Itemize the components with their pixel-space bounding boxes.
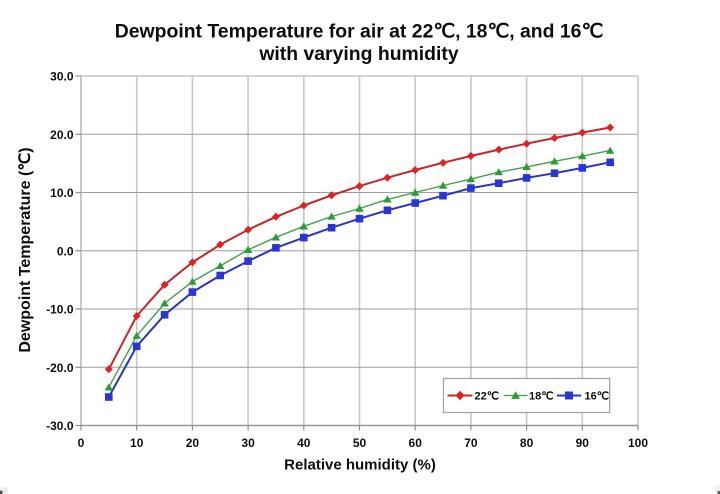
svg-text:20.0: 20.0 [50,128,74,142]
svg-text:70: 70 [464,436,478,450]
svg-text:30: 30 [241,436,255,450]
svg-text:-10.0: -10.0 [46,303,74,317]
svg-text:16℃: 16℃ [585,391,610,403]
svg-text:with varying humidity: with varying humidity [258,43,459,65]
svg-text:30.0: 30.0 [50,70,74,84]
svg-text:80: 80 [520,436,534,450]
svg-text:-30.0: -30.0 [46,419,74,433]
svg-text:40: 40 [297,436,311,450]
svg-text:22℃: 22℃ [475,391,500,403]
svg-text:Relative humidity (%): Relative humidity (%) [284,457,436,474]
svg-text:Dewpoint Temperature (℃): Dewpoint Temperature (℃) [17,147,34,352]
svg-text:18℃: 18℃ [529,391,554,403]
svg-text:60: 60 [409,436,423,450]
svg-text:0: 0 [78,436,85,450]
svg-text:Dewpoint Temperature for air a: Dewpoint Temperature for air at 22℃, 18℃… [115,21,603,43]
svg-text:100: 100 [628,436,648,450]
svg-text:0.0: 0.0 [57,244,74,258]
svg-text:90: 90 [576,436,590,450]
svg-text:50: 50 [353,436,367,450]
svg-text:10: 10 [130,436,144,450]
svg-text:10.0: 10.0 [50,186,74,200]
svg-text:20: 20 [186,436,200,450]
svg-text:-20.0: -20.0 [46,361,74,375]
